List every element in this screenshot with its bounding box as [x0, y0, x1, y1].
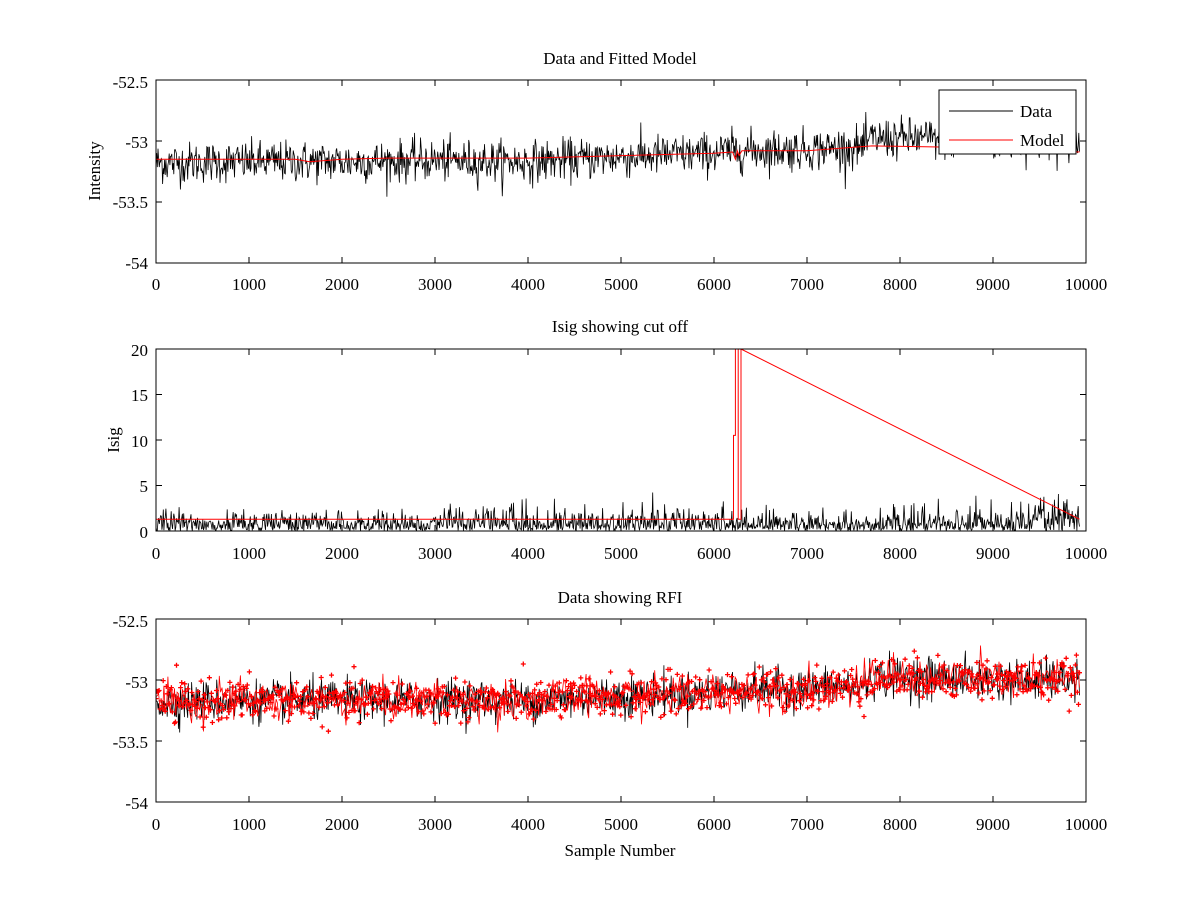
chart-title: Data and Fitted Model: [543, 49, 697, 68]
y-axis-label: Intensity: [85, 141, 104, 201]
x-tick-labels: 0 1000 2000 3000 4000 5000 6000 7000 800…: [152, 815, 1108, 834]
x-tick-labels: 0 1000 2000 3000 4000 5000 6000 7000 800…: [152, 544, 1108, 563]
y-tick-label: -53.5: [113, 733, 148, 752]
x-tick-label: 6000: [697, 275, 731, 294]
y-tick-label: 20: [131, 341, 148, 360]
y-tick-label: -53: [125, 133, 148, 152]
y-tick-label: -53: [125, 673, 148, 692]
plot-area: [155, 79, 1087, 264]
x-tick-label: 5000: [604, 815, 638, 834]
y-tick-labels: -54 -53.5 -53 -52.5: [113, 73, 149, 273]
x-axis-label: Sample Number: [565, 841, 676, 860]
x-tick-label: 1000: [232, 815, 266, 834]
x-tick-label: 10000: [1065, 275, 1108, 294]
rfi-markers: [156, 648, 1082, 734]
x-tick-label: 3000: [418, 275, 452, 294]
x-tick-label: 2000: [325, 275, 359, 294]
x-tick-label: 2000: [325, 815, 359, 834]
y-tick-label: -54: [125, 254, 148, 273]
y-axis-label: Isig: [104, 427, 123, 453]
legend: Data Model: [938, 89, 1077, 155]
x-tick-label: 7000: [790, 544, 824, 563]
x-tick-label: 1000: [232, 544, 266, 563]
y-tick-labels: 0 5 10 15 20: [131, 341, 148, 542]
x-tick-label: 3000: [418, 544, 452, 563]
x-tick-label: 8000: [883, 815, 917, 834]
x-tick-label: 10000: [1065, 544, 1108, 563]
x-tick-label: 9000: [976, 275, 1010, 294]
x-tick-label: 8000: [883, 275, 917, 294]
panel-data-showing-rfi: Data showing RFI -54 -53.5 -53 -52.5 0 1…: [113, 588, 1108, 860]
series-line-isig: [156, 492, 1080, 531]
x-tick-label: 3000: [418, 815, 452, 834]
series-line-model: [156, 145, 1080, 163]
x-tick-label: 7000: [790, 275, 824, 294]
legend-box: [938, 89, 1077, 155]
x-tick-label: 5000: [604, 544, 638, 563]
x-tick-label: 7000: [790, 815, 824, 834]
y-tick-label: 15: [131, 386, 148, 405]
x-tick-label: 0: [152, 544, 161, 563]
panel-data-and-fitted-model: Data and Fitted Model Intensity -54 -53.…: [85, 49, 1107, 294]
y-tick-label: 0: [140, 523, 149, 542]
y-tick-labels: -54 -53.5 -53 -52.5: [113, 612, 149, 813]
plot-area: [155, 618, 1087, 803]
legend-label-model: Model: [1020, 131, 1065, 150]
x-tick-labels: 0 1000 2000 3000 4000 5000 6000 7000 800…: [152, 275, 1108, 294]
plot-series-group: [156, 111, 1080, 197]
x-tick-label: 4000: [511, 815, 545, 834]
x-tick-label: 4000: [511, 275, 545, 294]
x-tick-label: 9000: [976, 544, 1010, 563]
y-tick-label: 10: [131, 432, 148, 451]
x-tick-label: 6000: [697, 544, 731, 563]
x-tick-label: 4000: [511, 544, 545, 563]
x-tick-label: 10000: [1065, 815, 1108, 834]
x-tick-label: 9000: [976, 815, 1010, 834]
y-tick-label: -52.5: [113, 612, 148, 631]
x-tick-label: 2000: [325, 544, 359, 563]
plot-series-group: [156, 645, 1082, 734]
chart-title: Data showing RFI: [558, 588, 683, 607]
x-tick-label: 0: [152, 275, 161, 294]
chart-title: Isig showing cut off: [552, 317, 688, 336]
rfi-trace: [156, 645, 1080, 733]
plot-area: [155, 348, 1087, 532]
x-tick-label: 5000: [604, 275, 638, 294]
y-tick-label: -54: [125, 794, 148, 813]
y-tick-label: -52.5: [113, 73, 148, 92]
x-tick-label: 8000: [883, 544, 917, 563]
series-line-series-2: [156, 349, 1080, 520]
plot-series-group: [156, 349, 1080, 531]
x-tick-label: 0: [152, 815, 161, 834]
y-tick-label: 5: [140, 477, 149, 496]
legend-label-data: Data: [1020, 102, 1053, 121]
panel-isig-showing-cut-off: Isig showing cut off Isig 0 5 10 15 20 0…: [104, 317, 1107, 563]
y-tick-label: -53.5: [113, 193, 148, 212]
x-tick-label: 6000: [697, 815, 731, 834]
x-tick-label: 1000: [232, 275, 266, 294]
